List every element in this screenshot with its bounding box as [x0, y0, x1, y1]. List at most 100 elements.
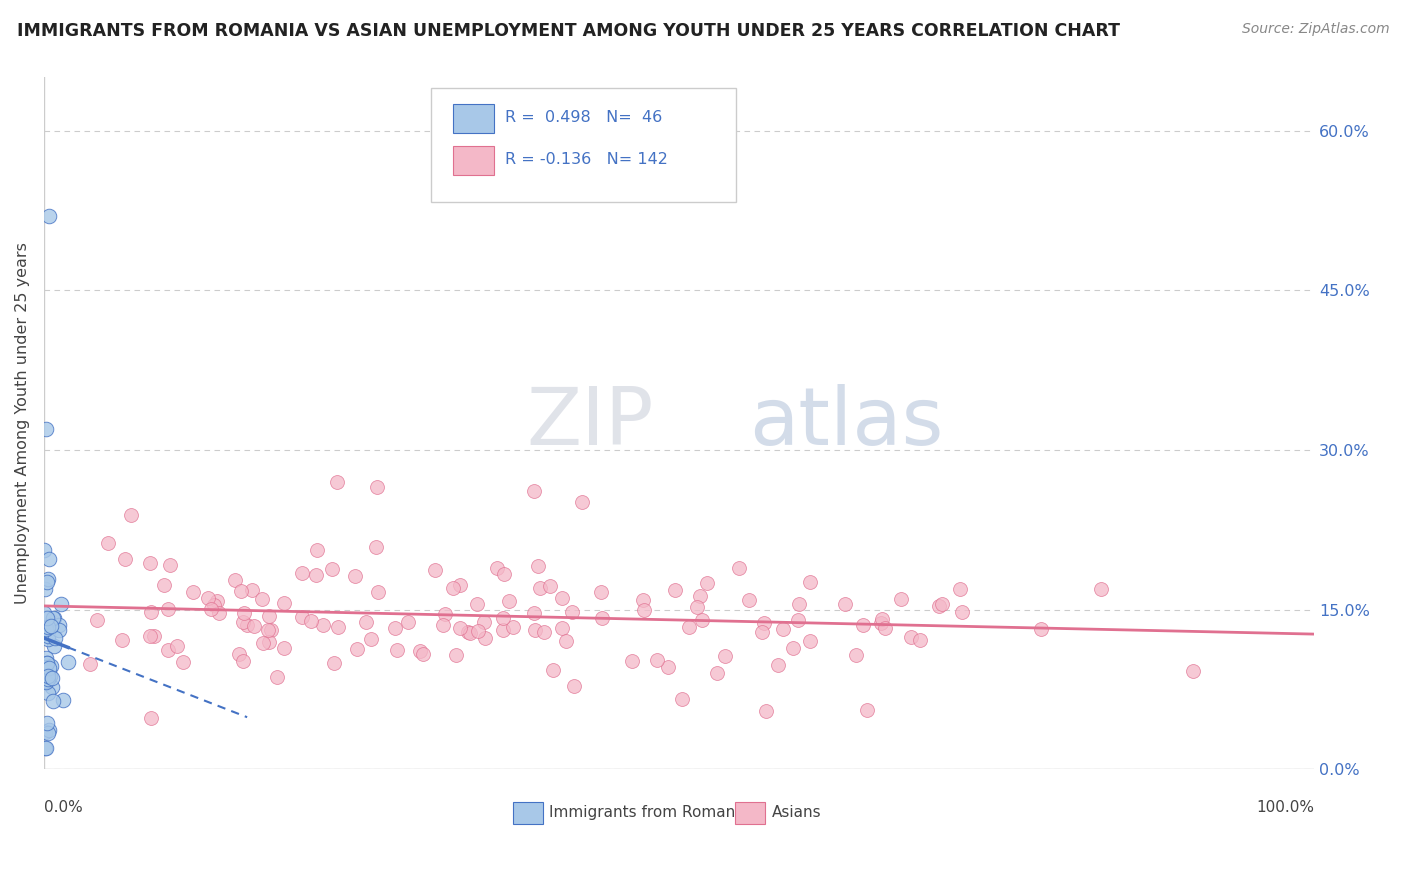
Point — [498, 594, 520, 608]
Point — [328, 620, 350, 634]
Point — [1182, 665, 1205, 679]
Point — [32, 607, 55, 621]
Point — [143, 629, 166, 643]
Point — [541, 663, 564, 677]
Point — [889, 592, 911, 607]
Point — [589, 584, 612, 599]
Point — [772, 622, 794, 636]
Point — [458, 625, 481, 640]
Point — [233, 607, 256, 621]
Point — [39, 618, 62, 632]
Point — [273, 596, 295, 610]
Point — [291, 610, 314, 624]
Point — [37, 628, 59, 642]
Point — [949, 582, 972, 597]
Point — [526, 558, 548, 573]
Point — [37, 632, 59, 647]
Point — [291, 566, 314, 580]
Point — [664, 582, 686, 597]
Point — [205, 594, 228, 608]
Point — [37, 672, 59, 686]
Point — [257, 624, 280, 638]
Text: atlas: atlas — [749, 384, 943, 462]
Point — [307, 543, 329, 558]
Point — [49, 597, 72, 611]
Point — [856, 703, 879, 717]
Point — [928, 599, 950, 613]
Point — [689, 589, 711, 603]
Point — [38, 669, 60, 683]
Point — [35, 656, 58, 670]
Point — [266, 669, 288, 683]
Point — [141, 605, 163, 619]
Point — [360, 632, 382, 646]
Point — [444, 648, 467, 662]
Point — [502, 620, 524, 634]
Point — [346, 642, 368, 657]
Point — [678, 620, 700, 634]
Point — [202, 598, 225, 612]
Point — [38, 661, 60, 675]
Point — [449, 578, 471, 592]
Point — [384, 621, 406, 635]
Point — [41, 671, 63, 685]
Point — [37, 619, 59, 633]
Point — [571, 495, 593, 509]
Point — [232, 654, 254, 668]
Point — [41, 680, 63, 694]
Point — [551, 591, 574, 606]
Text: Asians: Asians — [772, 805, 821, 821]
Point — [111, 633, 134, 648]
Point — [692, 613, 714, 627]
Point — [35, 656, 58, 670]
FancyBboxPatch shape — [432, 87, 737, 202]
Point — [299, 614, 322, 628]
Point — [492, 623, 515, 637]
Point — [845, 648, 868, 662]
FancyBboxPatch shape — [453, 104, 494, 134]
Point — [408, 644, 430, 658]
Text: R =  0.498   N=  46: R = 0.498 N= 46 — [505, 110, 662, 125]
Point — [755, 704, 778, 718]
Point — [561, 605, 583, 619]
Point — [433, 607, 456, 621]
Point — [873, 622, 896, 636]
Point — [385, 643, 408, 657]
Point — [52, 693, 75, 707]
Point — [714, 649, 737, 664]
Point — [931, 598, 953, 612]
Point — [555, 633, 578, 648]
Point — [257, 635, 280, 649]
Point — [326, 475, 349, 489]
Point — [364, 540, 387, 554]
Point — [305, 568, 328, 582]
Text: IMMIGRANTS FROM ROMANIA VS ASIAN UNEMPLOYMENT AMONG YOUTH UNDER 25 YEARS CORRELA: IMMIGRANTS FROM ROMANIA VS ASIAN UNEMPLO… — [17, 22, 1119, 40]
Point — [35, 422, 58, 436]
Point — [633, 602, 655, 616]
Point — [366, 480, 388, 494]
Point — [242, 582, 264, 597]
Point — [485, 560, 508, 574]
Point — [787, 597, 810, 611]
Point — [367, 585, 389, 599]
Point — [686, 599, 709, 614]
Point — [153, 578, 176, 592]
Point — [467, 624, 489, 638]
Point — [38, 209, 60, 223]
Point — [441, 581, 464, 595]
Point — [48, 623, 70, 637]
Point — [34, 543, 56, 558]
Point — [751, 625, 773, 640]
Point — [97, 535, 120, 549]
Point — [34, 582, 56, 596]
Point — [35, 740, 58, 755]
Point — [631, 593, 654, 607]
Point — [706, 665, 728, 680]
Point — [114, 551, 136, 566]
Point — [35, 673, 58, 688]
Text: ZIP: ZIP — [527, 384, 654, 462]
Point — [41, 615, 63, 629]
Point — [538, 579, 561, 593]
Point — [273, 641, 295, 656]
Point — [671, 691, 693, 706]
